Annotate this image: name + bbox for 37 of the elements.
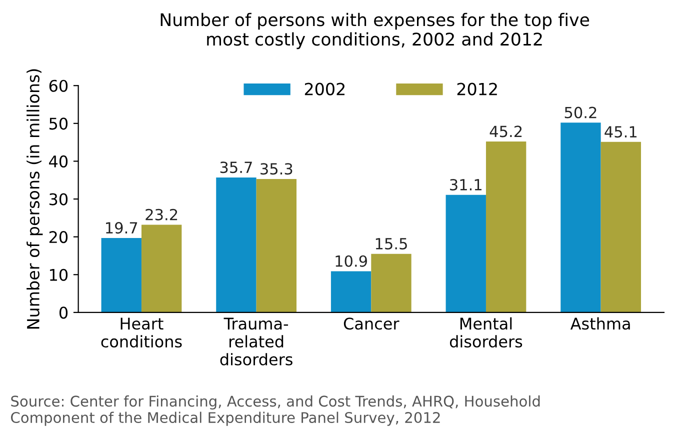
source-note: Source: Center for Financing, Access, and Cost Trends, AHRQ, Household Component of the Medical Expenditure Panel Survey, 2012 xyxy=(11,395,540,426)
data-label: 35.7 xyxy=(220,162,252,174)
bar xyxy=(141,224,182,312)
data-label: 45.2 xyxy=(490,126,522,138)
bar xyxy=(560,122,601,312)
bar xyxy=(330,271,372,312)
chart-title: Number of persons with expenses for the top five most costly conditions, 2002 and 2012 xyxy=(160,12,590,50)
x-tick-label: Trauma- related disorders xyxy=(220,318,292,366)
legend-label: 2012 xyxy=(457,82,497,96)
bar xyxy=(256,178,296,312)
x-tick-label: Asthma xyxy=(570,317,630,330)
y-tick-label: 0 xyxy=(59,306,68,319)
x-tick-label: Mental disorders xyxy=(450,317,522,348)
x-tick-label: Heart conditions xyxy=(101,318,182,348)
y-tick-label: 50 xyxy=(50,118,68,130)
y-tick-label: 30 xyxy=(49,193,68,206)
x-tick-label: Cancer xyxy=(344,318,400,330)
bar xyxy=(600,142,642,312)
y-tick-label: 60 xyxy=(49,80,68,92)
data-label: 10.9 xyxy=(336,255,367,267)
data-label: 45.1 xyxy=(604,126,637,138)
legend-label: 2002 xyxy=(304,82,344,96)
data-label: 15.5 xyxy=(376,238,407,250)
y-axis-title: Number of persons (in millions) xyxy=(26,69,43,329)
bar xyxy=(371,254,412,312)
y-tick-label: 10 xyxy=(50,268,68,281)
y-tick-label: 20 xyxy=(49,231,68,244)
bar xyxy=(216,177,256,312)
data-label: 31.1 xyxy=(450,178,482,191)
bar xyxy=(486,142,526,312)
data-label: 19.7 xyxy=(106,222,138,234)
data-label: 23.2 xyxy=(146,208,178,220)
data-label: 50.2 xyxy=(564,106,596,118)
y-tick-label: 40 xyxy=(49,155,68,168)
data-label: 35.3 xyxy=(260,163,292,175)
bar xyxy=(446,194,486,312)
bar xyxy=(101,238,142,312)
